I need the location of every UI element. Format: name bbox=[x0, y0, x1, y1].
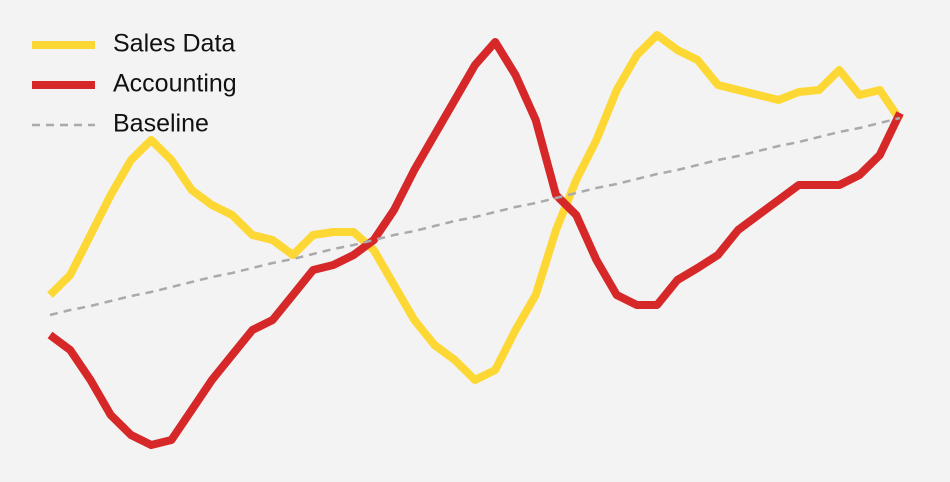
legend-label: Accounting bbox=[113, 70, 237, 98]
legend-label: Baseline bbox=[113, 110, 209, 138]
series-line bbox=[47, 38, 904, 449]
series-line bbox=[49, 116, 901, 317]
legend-label: Sales Data bbox=[113, 30, 235, 58]
series-line bbox=[47, 31, 904, 384]
